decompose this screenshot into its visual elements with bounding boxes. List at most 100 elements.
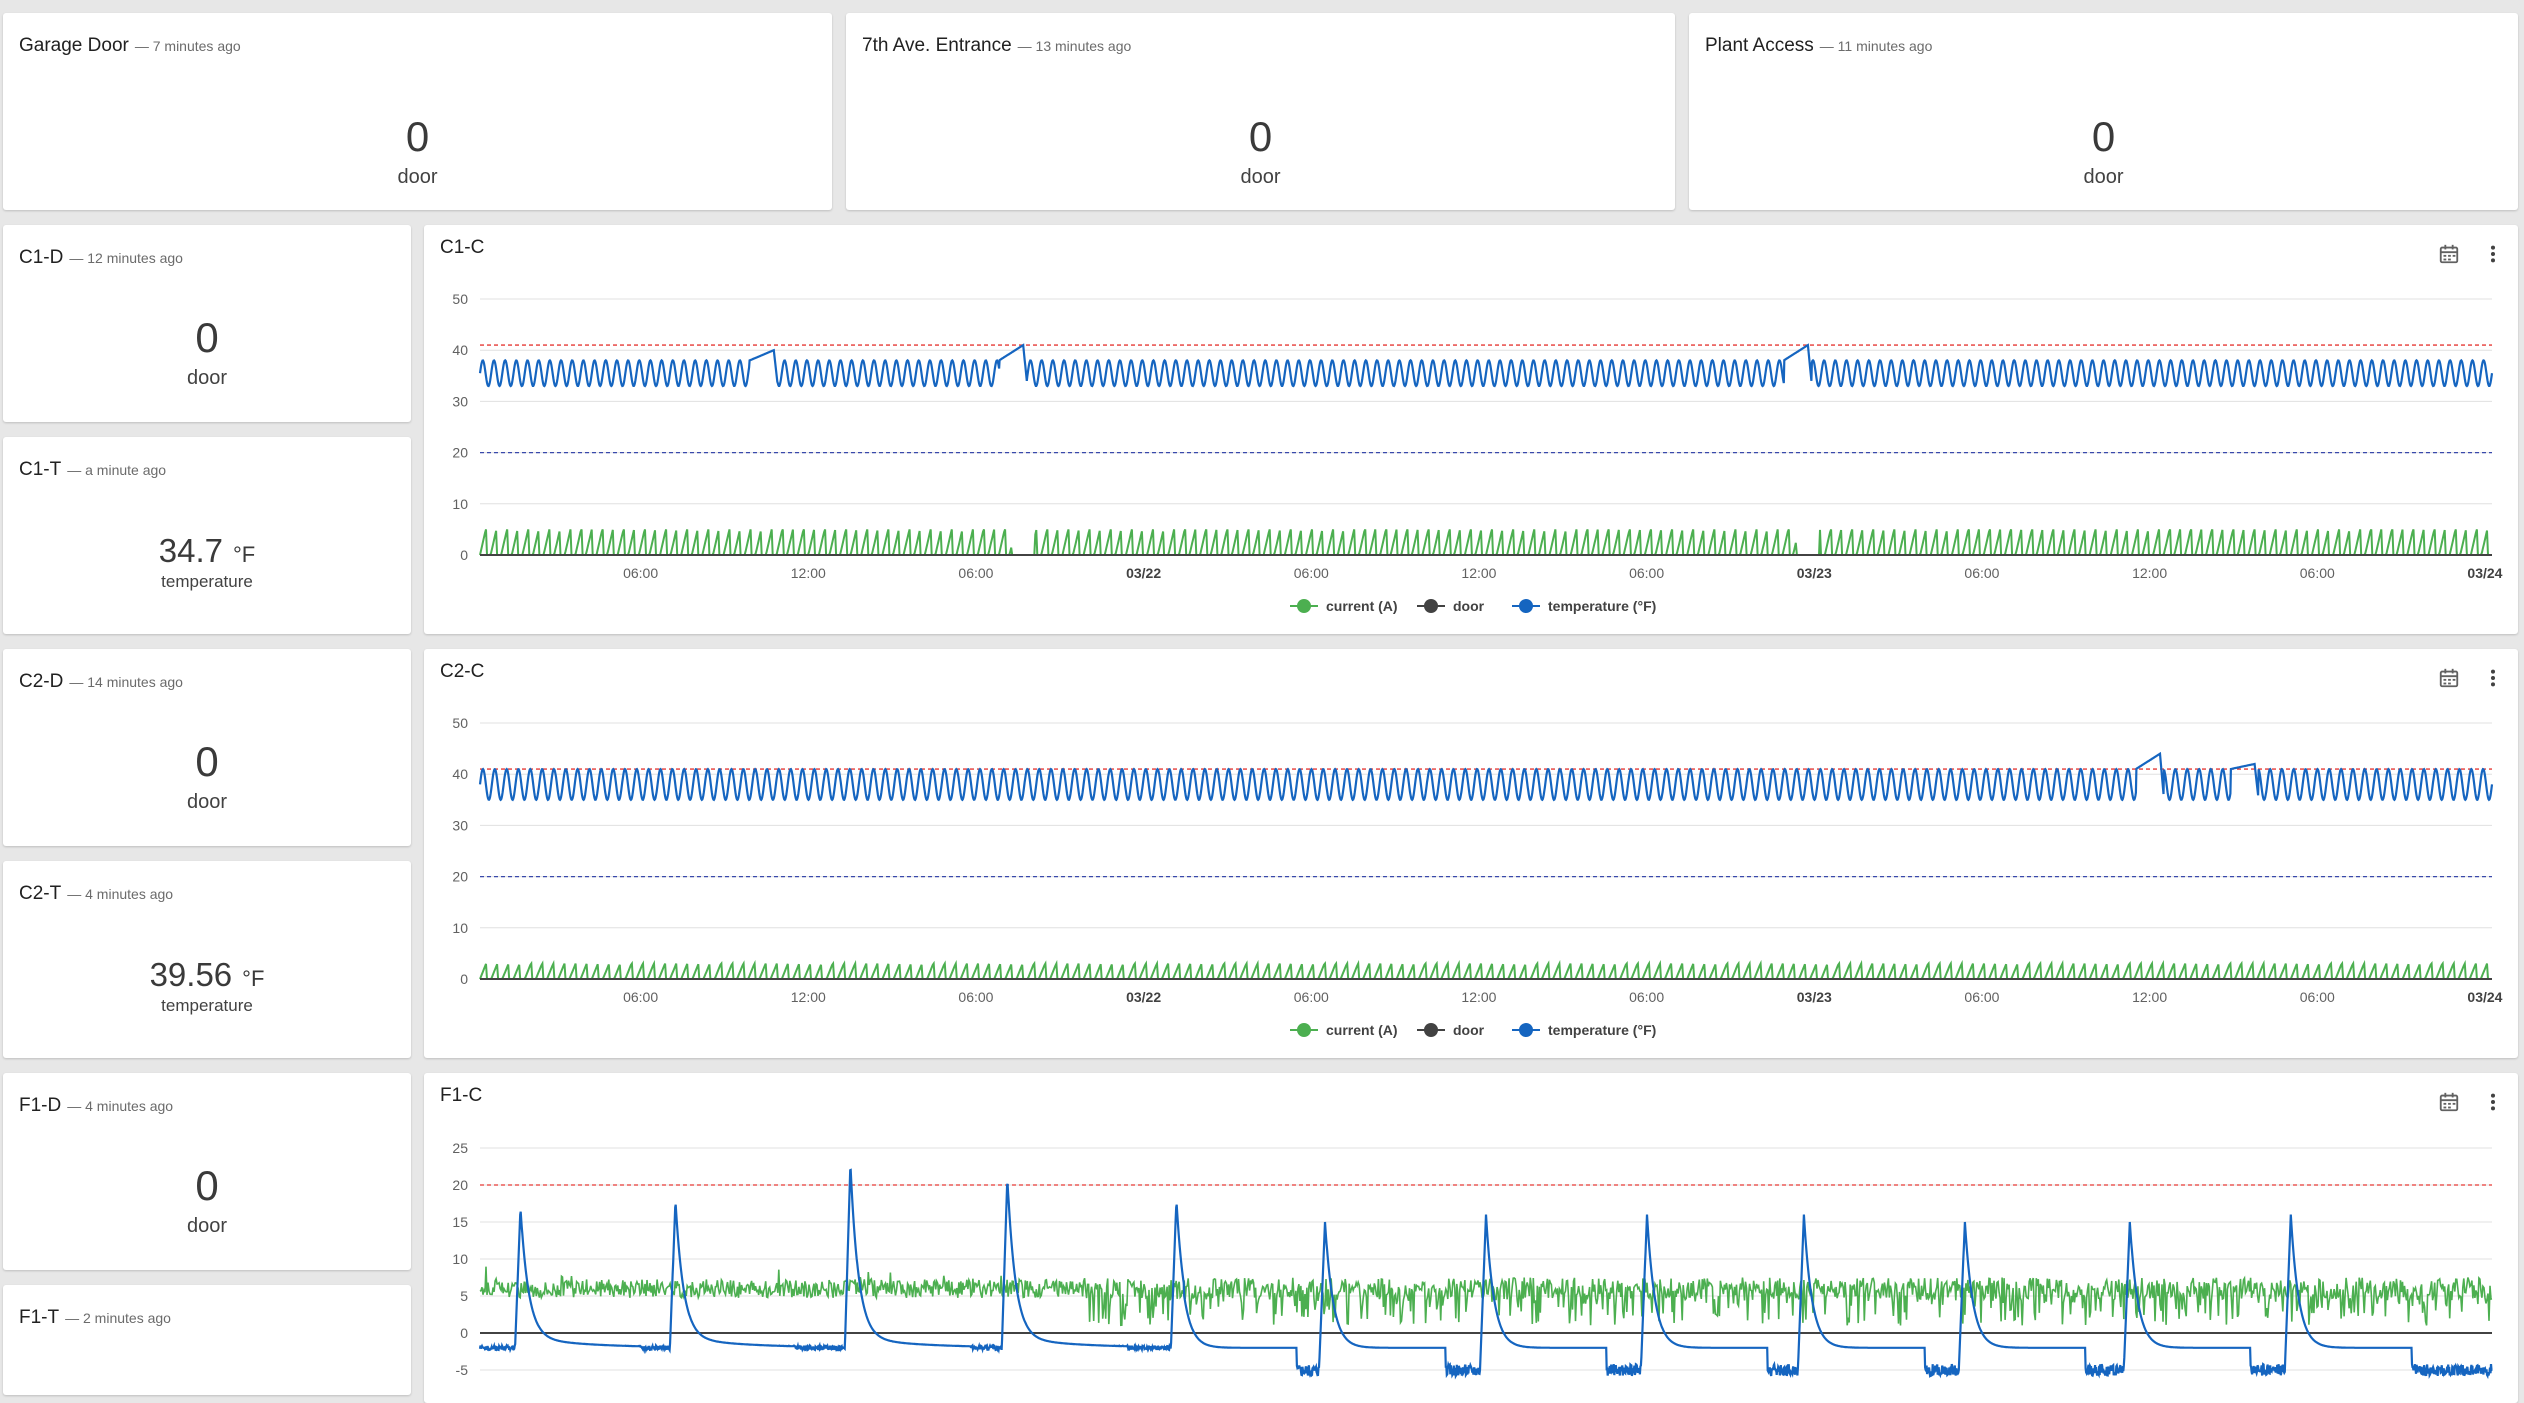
- temperature-value: 39.56: [149, 956, 233, 993]
- legend-label: door: [1453, 1022, 1485, 1038]
- y-tick-label: 15: [452, 1214, 468, 1230]
- legend-swatch: [1297, 1023, 1311, 1037]
- card-title: Plant Access: [1705, 35, 1814, 56]
- door-value: 0: [195, 1162, 219, 1209]
- card-f1-t[interactable]: F1-T 2 minutes ago: [3, 1285, 411, 1395]
- calendar-icon[interactable]: [2438, 667, 2460, 689]
- series-temperature: [478, 343, 2494, 388]
- card-title: 7th Ave. Entrance: [862, 35, 1012, 56]
- card-c1-t[interactable]: C1-T a minute ago 34.7 °F temperature: [3, 437, 411, 634]
- legend-swatch: [1424, 1023, 1438, 1037]
- legend-swatch: [1424, 599, 1438, 613]
- calendar-icon[interactable]: [2438, 1091, 2460, 1113]
- y-tick-label: 20: [452, 445, 468, 461]
- series-temperature: [478, 1168, 2493, 1380]
- y-tick-label: 50: [452, 715, 468, 731]
- card-age: 14 minutes ago: [69, 674, 183, 690]
- chart-plot-c1-c: 0 10 20 30 40 50 06:00 12:00 06:00 03/22 06:00 12:0…: [452, 291, 2502, 614]
- x-tick-label: 03/23: [1797, 565, 1832, 581]
- x-tick-label: 12:00: [791, 565, 826, 581]
- legend-swatch: [1519, 599, 1533, 613]
- legend-swatch: [1519, 1023, 1533, 1037]
- door-unit: door: [186, 367, 228, 389]
- x-tick-label: 06:00: [1629, 989, 1664, 1005]
- y-tick-label: 0: [460, 1325, 468, 1341]
- card-f1-d[interactable]: F1-D 4 minutes ago 0 door: [3, 1073, 411, 1270]
- card-c1-d[interactable]: C1-D 12 minutes ago 0 door: [3, 225, 411, 422]
- card-title: C2-D: [19, 671, 64, 692]
- x-tick-label: 12:00: [1461, 989, 1496, 1005]
- card-7th-ave-entrance[interactable]: 7th Ave. Entrance 13 minutes ago 0 door: [846, 13, 1675, 210]
- x-tick-label: 03/23: [1797, 989, 1832, 1005]
- x-tick-label: 12:00: [2132, 989, 2167, 1005]
- card-title: Garage Door: [19, 35, 129, 56]
- temperature-label: temperature: [161, 572, 253, 591]
- y-tick-label: 40: [452, 342, 468, 358]
- series-current: [479, 959, 2492, 980]
- legend-label: temperature (°F): [1548, 598, 1656, 614]
- x-tick-label: 06:00: [1294, 989, 1329, 1005]
- x-tick-label: 03/24: [2467, 565, 2502, 581]
- chart-title: C2-C: [440, 661, 485, 682]
- door-unit: door: [397, 166, 438, 188]
- card-c2-d[interactable]: C2-D 14 minutes ago 0 door: [3, 649, 411, 846]
- temperature-unit: °F: [242, 966, 265, 991]
- door-value: 0: [1248, 113, 1273, 160]
- temperature-value: 34.7: [158, 532, 223, 569]
- card-title: C1-T: [19, 459, 62, 480]
- x-tick-label: 06:00: [2300, 565, 2335, 581]
- card-title: F1-D: [19, 1095, 62, 1116]
- door-unit: door: [186, 791, 228, 813]
- more-vert-icon[interactable]: [2482, 667, 2504, 689]
- y-tick-label: 10: [452, 920, 468, 936]
- door-unit: door: [1240, 166, 1281, 188]
- x-tick-label: 06:00: [958, 989, 993, 1005]
- chart-card-f1-c: F1-C -5 0 5 10 15 20 25: [424, 1073, 2518, 1403]
- chart-plot-f1-c: -5 0 5 10 15 20 25: [452, 1140, 2493, 1380]
- x-tick-label: 06:00: [1964, 565, 1999, 581]
- y-tick-label: 0: [460, 971, 468, 987]
- x-tick-label: 03/22: [1126, 565, 1161, 581]
- y-tick-label: 5: [460, 1288, 468, 1304]
- y-tick-label: 50: [452, 291, 468, 307]
- more-vert-icon[interactable]: [2482, 243, 2504, 265]
- y-tick-label: 30: [452, 393, 468, 409]
- chart-title: F1-C: [440, 1085, 483, 1106]
- card-garage-door[interactable]: Garage Door 7 minutes ago 0 door: [3, 13, 832, 210]
- chart-plot-c2-c: 0 10 20 30 40 50 06:00 12:00 06:00 03/22 06:00 12:0…: [452, 715, 2502, 1038]
- door-value: 0: [195, 314, 219, 361]
- chart-card-c2-c: C2-C 0 10 20 30 40 50 06:00 12:00 06:00 03/22 06:0…: [424, 649, 2518, 1058]
- x-tick-label: 12:00: [2132, 565, 2167, 581]
- legend-label: temperature (°F): [1548, 1022, 1656, 1038]
- y-tick-label: 20: [452, 1177, 468, 1193]
- legend-label: door: [1453, 598, 1485, 614]
- more-vert-icon[interactable]: [2482, 1091, 2504, 1113]
- card-age: 4 minutes ago: [67, 1098, 173, 1114]
- y-tick-label: 25: [452, 1140, 468, 1156]
- y-tick-label: 40: [452, 766, 468, 782]
- card-age: a minute ago: [67, 462, 166, 478]
- x-tick-label: 03/24: [2467, 989, 2502, 1005]
- y-tick-label: 30: [452, 817, 468, 833]
- x-tick-label: 06:00: [1294, 565, 1329, 581]
- x-tick-label: 06:00: [623, 565, 658, 581]
- legend-label: current (A): [1326, 598, 1398, 614]
- series-current: [479, 528, 2492, 556]
- x-tick-label: 12:00: [791, 989, 826, 1005]
- card-age: 4 minutes ago: [67, 886, 173, 902]
- card-title: C1-D: [19, 247, 64, 268]
- y-tick-label: 10: [452, 1251, 468, 1267]
- door-value: 0: [195, 738, 219, 785]
- card-c2-t[interactable]: C2-T 4 minutes ago 39.56 °F temperature: [3, 861, 411, 1058]
- calendar-icon[interactable]: [2438, 243, 2460, 265]
- x-tick-label: 06:00: [958, 565, 993, 581]
- card-plant-access[interactable]: Plant Access 11 minutes ago 0 door: [1689, 13, 2518, 210]
- chart-card-c1-c: C1-C 0 10 20 30 40 50 06:00 12:00 06:00 03/22 06:0…: [424, 225, 2518, 634]
- card-age: 2 minutes ago: [65, 1310, 171, 1326]
- x-tick-label: 06:00: [1629, 565, 1664, 581]
- x-tick-label: 06:00: [623, 989, 658, 1005]
- legend-label: current (A): [1326, 1022, 1398, 1038]
- card-title: C2-T: [19, 883, 62, 904]
- door-value: 0: [2091, 113, 2116, 160]
- series-current: [479, 1266, 2493, 1327]
